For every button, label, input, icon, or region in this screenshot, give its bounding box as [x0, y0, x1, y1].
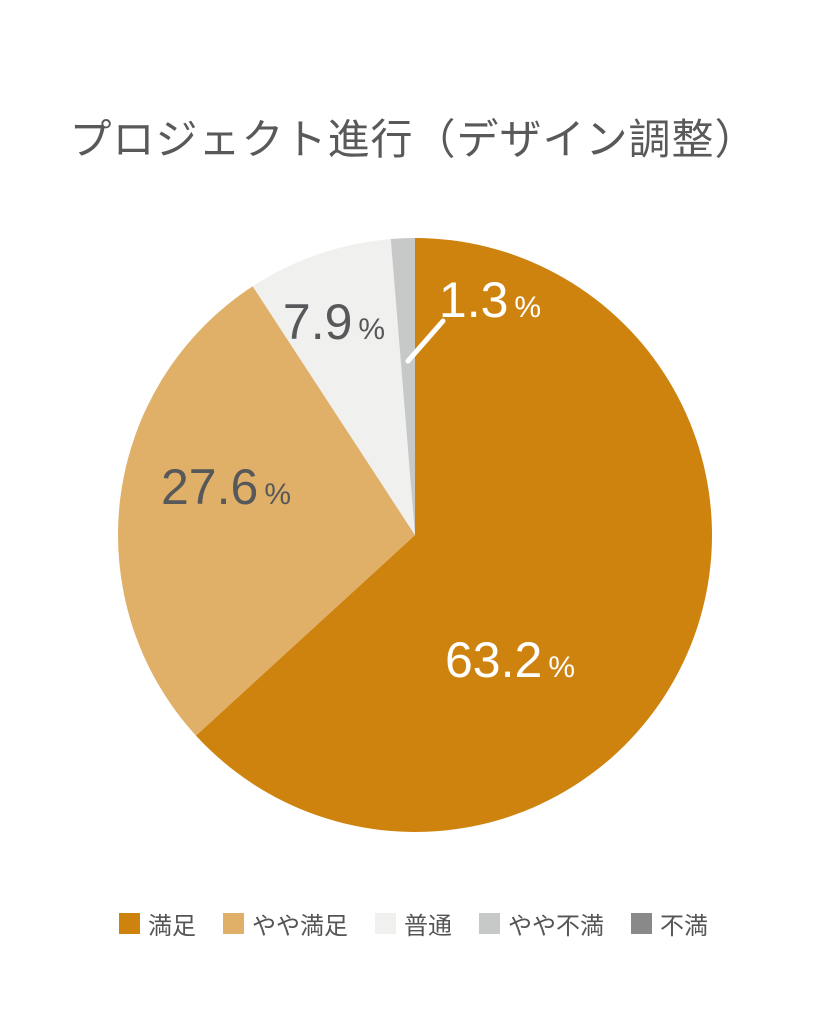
legend-label: 不満	[660, 913, 708, 940]
slice-label-3: 1.3%	[439, 275, 541, 325]
legend-swatch-icon	[375, 913, 396, 934]
legend-swatch-icon	[223, 913, 244, 934]
legend-label: 満足	[148, 913, 196, 940]
slice-label-0: 63.2%	[445, 635, 575, 685]
legend-item-1: やや満足	[223, 906, 348, 941]
legend-label: やや不満	[508, 913, 604, 940]
chart-title: プロジェクト進行（デザイン調整）	[69, 116, 758, 163]
pie-slice-0	[195, 238, 713, 832]
slice-label-percent-sign: %	[264, 478, 292, 511]
slice-label-value: 7.9	[282, 294, 353, 350]
slice-label-value: 63.2	[444, 632, 543, 688]
legend-label: 普通	[404, 913, 452, 940]
slice-label-value: 1.3	[438, 272, 509, 328]
legend-item-4: 不満	[631, 906, 708, 941]
slice-label-2: 7.9%	[283, 297, 385, 347]
legend-item-3: やや不満	[479, 906, 604, 941]
pie-slice-3	[390, 238, 415, 535]
legend-item-0: 満足	[119, 906, 196, 941]
pie-slice-2	[252, 238, 415, 536]
slice-label-percent-sign: %	[358, 313, 386, 346]
slice-label-1: 27.6%	[161, 462, 291, 512]
legend-swatch-icon	[631, 913, 652, 934]
legend-swatch-icon	[119, 913, 140, 934]
pie-slice-1	[118, 286, 416, 736]
legend-swatch-icon	[479, 913, 500, 934]
legend-label: やや満足	[252, 913, 348, 940]
legend: 満足 やや満足 普通 やや不満 不満	[0, 906, 827, 941]
slice-label-value: 27.6	[160, 459, 259, 515]
slice-label-percent-sign: %	[548, 651, 576, 684]
legend-item-2: 普通	[375, 906, 452, 941]
leader-line	[405, 318, 446, 364]
slice-label-percent-sign: %	[514, 291, 542, 324]
